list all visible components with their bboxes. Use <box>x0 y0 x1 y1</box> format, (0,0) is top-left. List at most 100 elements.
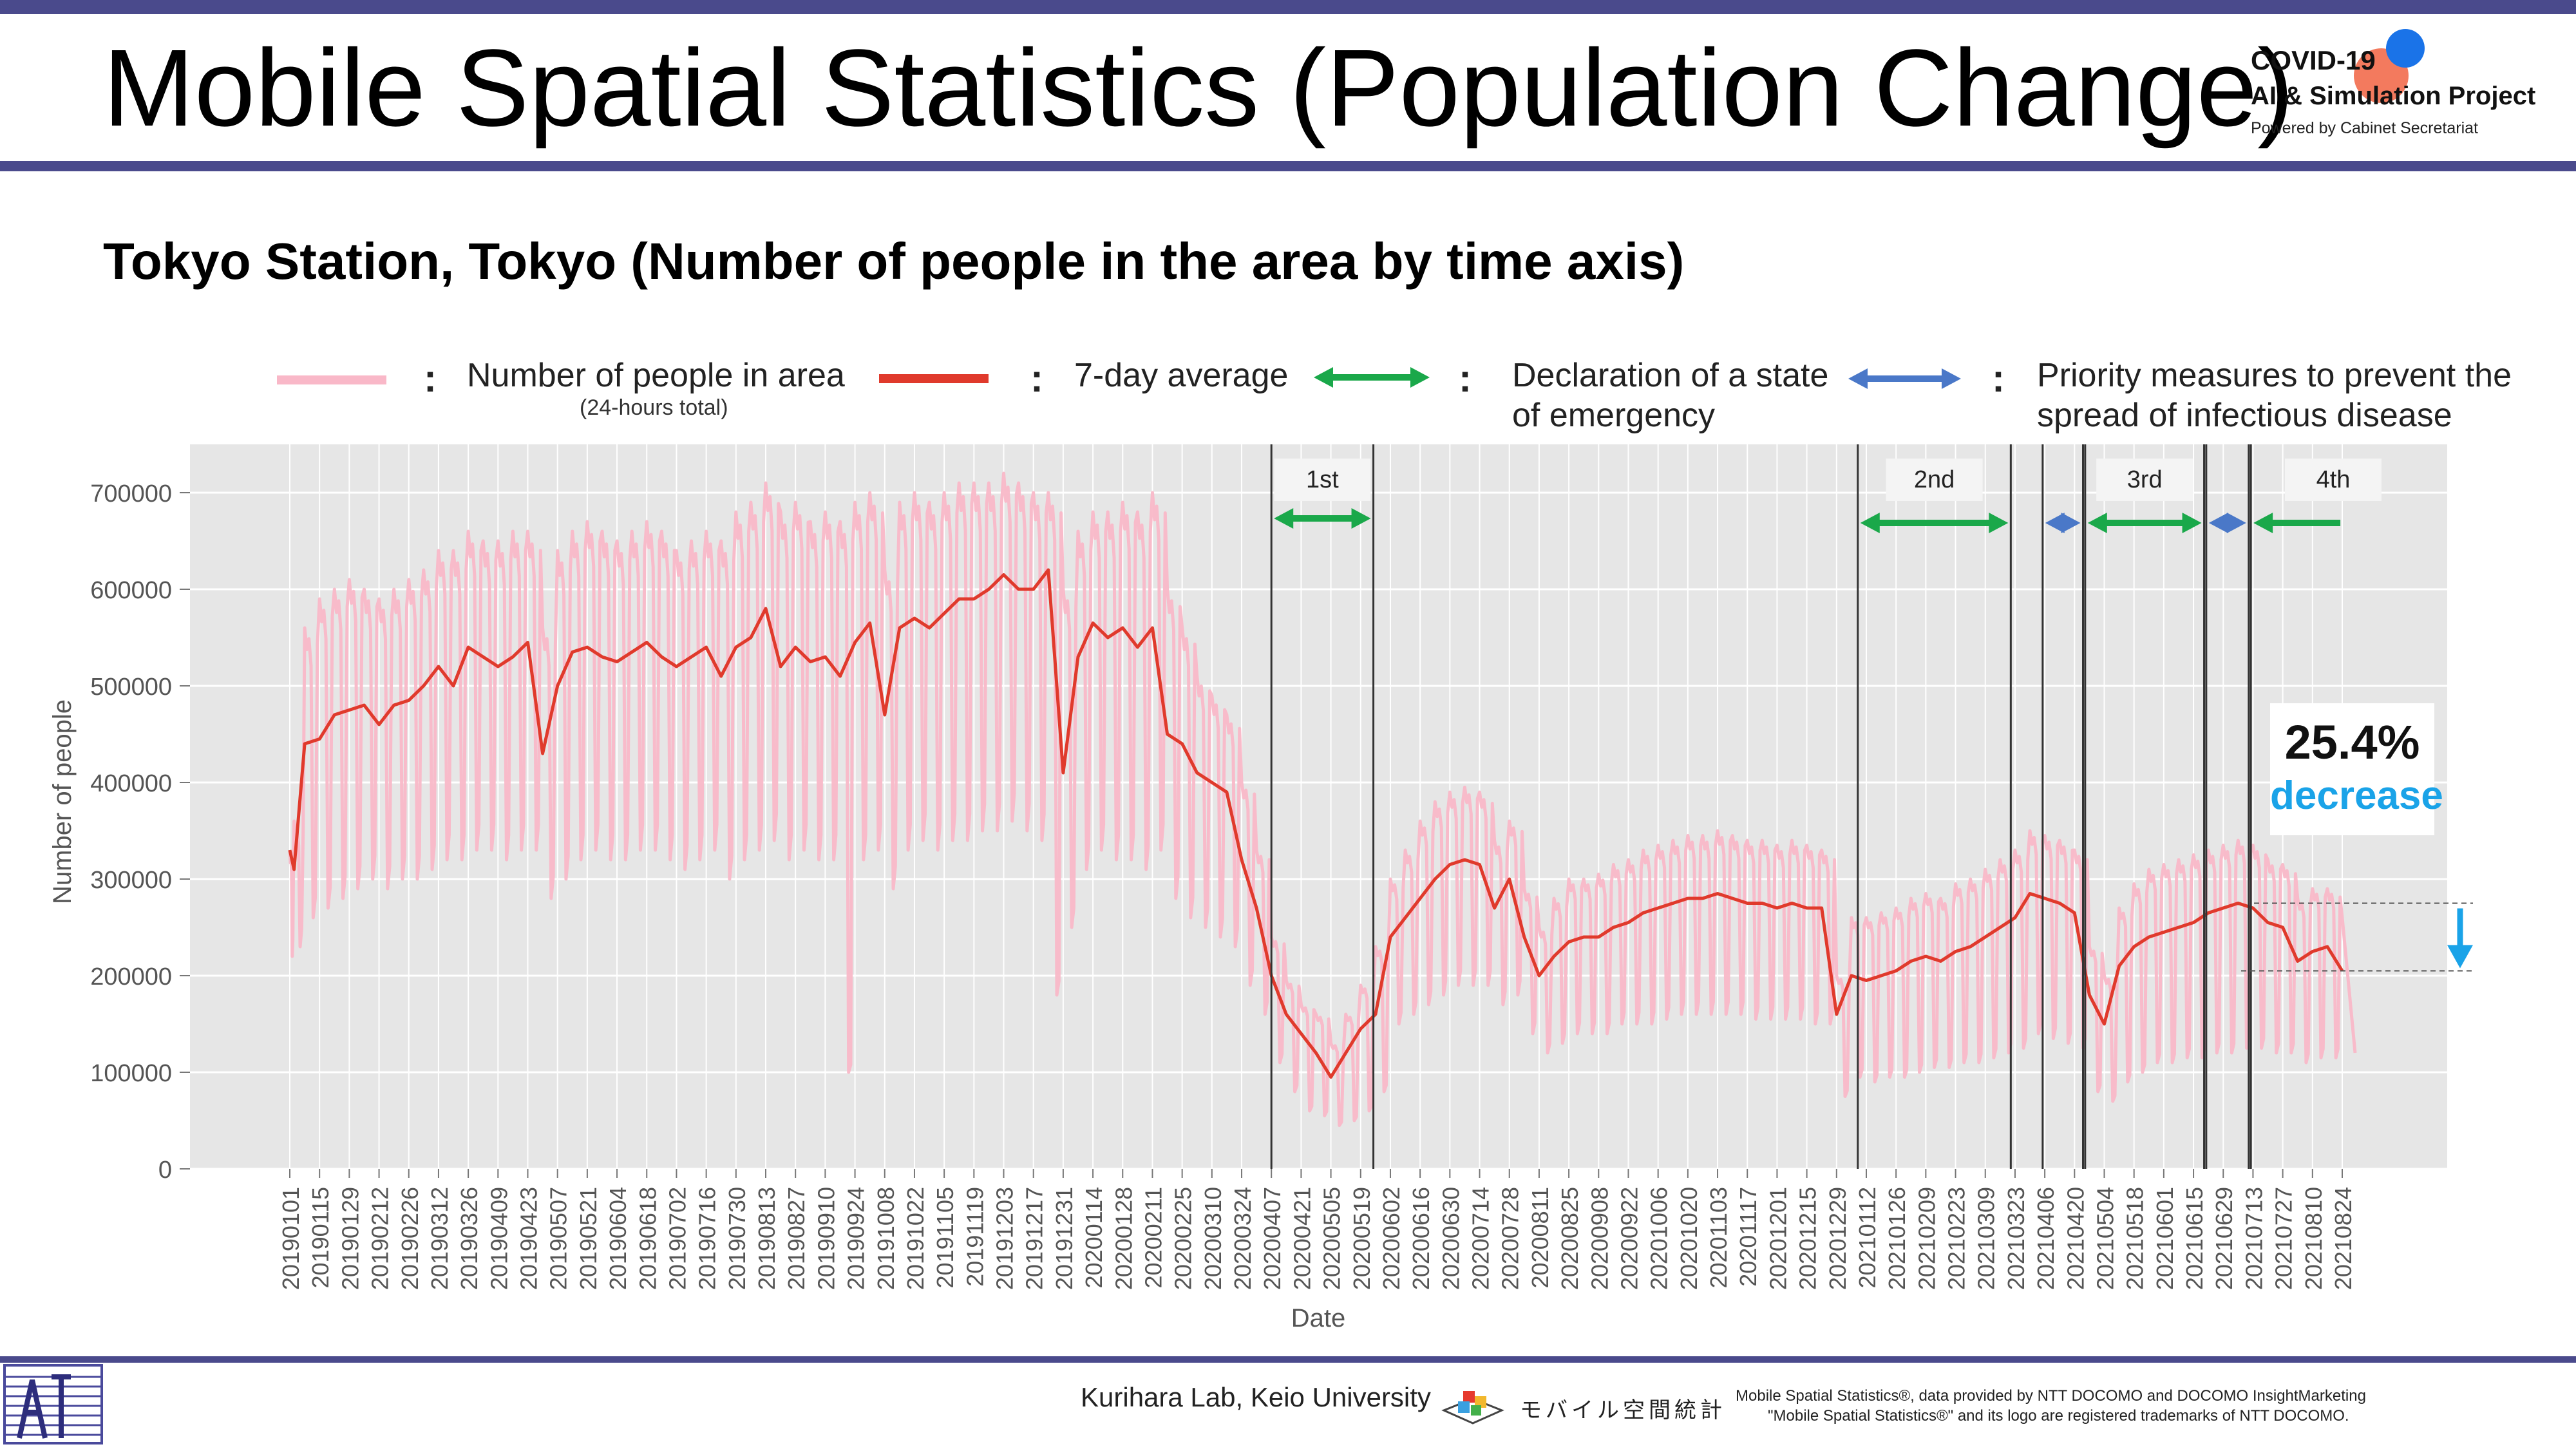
y-tick-label: 300000 <box>90 867 172 894</box>
x-tick-label: 20210126 <box>1884 1187 1910 1290</box>
x-tick-label: 20200811 <box>1527 1187 1553 1289</box>
lab-logo-icon <box>3 1364 103 1444</box>
period-label: 3rd <box>2127 466 2163 493</box>
x-tick-label: 20200310 <box>1200 1187 1226 1290</box>
x-tick-label: 20201117 <box>1735 1187 1761 1287</box>
x-tick-label: 20200602 <box>1378 1187 1405 1290</box>
x-tick-label: 20190827 <box>783 1187 810 1290</box>
period-arrowhead-right <box>2226 513 2246 533</box>
period-arrowhead-left <box>1860 513 1880 533</box>
legend-priority-line-1: Priority measures to prevent the <box>2037 357 2512 394</box>
x-tick-label: 20200505 <box>1319 1187 1345 1290</box>
x-tick-label: 20190521 <box>575 1187 601 1290</box>
x-tick-label: 20201006 <box>1646 1187 1672 1290</box>
decrease-callout: 25.4% decrease <box>2270 703 2443 835</box>
period-arrowhead-left <box>2208 513 2228 533</box>
period-arrowhead-right <box>2061 513 2081 533</box>
x-tick-label: 20201020 <box>1676 1187 1702 1290</box>
title-divider <box>0 161 2576 171</box>
x-tick-label: 20190101 <box>278 1187 304 1290</box>
x-tick-label: 20210615 <box>2181 1187 2208 1290</box>
x-tick-label: 20210824 <box>2330 1187 2356 1290</box>
legend-daily-swatch <box>277 375 386 384</box>
y-tick-label: 100000 <box>90 1060 172 1087</box>
x-tick-label: 20210309 <box>1973 1187 2000 1290</box>
x-tick-label: 20190212 <box>367 1187 393 1290</box>
y-tick-label: 600000 <box>90 577 172 604</box>
y-tick-label: 0 <box>158 1157 172 1184</box>
x-tick-label: 20210112 <box>1854 1187 1880 1289</box>
decrease-arrowhead <box>2447 945 2473 969</box>
period-arrowhead-left <box>2045 513 2065 533</box>
x-tick-label: 20191217 <box>1021 1187 1048 1290</box>
x-tick-label: 20201201 <box>1765 1187 1791 1290</box>
x-tick-label: 20200324 <box>1229 1187 1256 1290</box>
x-tick-label: 20210323 <box>2003 1187 2029 1290</box>
x-tick-label: 20191022 <box>902 1187 929 1290</box>
logo-line-1: COVID-19 <box>2251 45 2376 75</box>
x-tick-label: 20210629 <box>2211 1187 2237 1290</box>
legend-emergency-line-2: of emergency <box>1512 397 1716 434</box>
y-tick-label: 400000 <box>90 770 172 797</box>
x-tick-label: 20210420 <box>2062 1187 2088 1290</box>
callout-percent: 25.4% <box>2284 715 2420 769</box>
x-tick-label: 20190618 <box>634 1187 661 1290</box>
period-label-box <box>2285 459 2382 501</box>
x-tick-label: 20210518 <box>2122 1187 2148 1290</box>
legend-colon: : <box>1030 357 1043 400</box>
x-tick-label: 20210601 <box>2152 1187 2178 1290</box>
period-label: 1st <box>1306 466 1339 493</box>
x-tick-label: 20200714 <box>1468 1187 1494 1290</box>
legend-emergency-line-1: Declaration of a state <box>1512 357 1829 394</box>
x-tick-label: 20200519 <box>1349 1187 1375 1290</box>
period-arrowhead-right <box>1989 513 2009 533</box>
logo-line-3: Powered by Cabinet Secretariat <box>2251 119 2478 137</box>
x-tick-label: 20200114 <box>1081 1187 1107 1289</box>
x-tick-label: 20191203 <box>992 1187 1018 1290</box>
x-tick-label: 20190924 <box>843 1187 869 1290</box>
legend-daily-note: (24-hours total) <box>580 395 728 420</box>
x-tick-label: 20190813 <box>753 1187 780 1290</box>
docomo-cube-logo-icon <box>1441 1391 1504 1425</box>
period-arrowhead-left <box>2087 513 2107 533</box>
legend-avg-label: 7-day average <box>1074 357 1289 394</box>
x-tick-label: 20200922 <box>1616 1187 1642 1290</box>
x-tick-label: 20190910 <box>813 1187 839 1290</box>
period-arrowhead-right <box>1351 508 1371 529</box>
x-tick-label: 20190604 <box>605 1187 631 1290</box>
period-label-box <box>1886 459 1983 501</box>
x-tick-label: 20190326 <box>456 1187 482 1290</box>
x-tick-label: 20191008 <box>873 1187 899 1290</box>
x-tick-label: 20210223 <box>1944 1187 1970 1290</box>
callout-word: decrease <box>2270 773 2443 818</box>
x-tick-label: 20210727 <box>2271 1187 2297 1290</box>
legend-emergency-arrow-icon <box>1314 367 1430 388</box>
x-tick-label: 20201103 <box>1705 1187 1732 1289</box>
x-tick-label: 20190409 <box>486 1187 512 1290</box>
period-label-box <box>2096 459 2193 501</box>
legend-colon: : <box>1992 357 2005 400</box>
x-tick-label: 20200407 <box>1259 1187 1285 1290</box>
legend-priority-line-2: spread of infectious disease <box>2037 397 2452 434</box>
x-tick-label: 20210209 <box>1913 1187 1940 1290</box>
y-tick-label: 700000 <box>90 480 172 507</box>
x-tick-label: 20201215 <box>1795 1187 1821 1290</box>
x-tick-label: 20200630 <box>1437 1187 1464 1290</box>
x-tick-label: 20200825 <box>1557 1187 1583 1290</box>
period-arrowhead-left <box>2253 513 2273 533</box>
x-tick-label: 20200128 <box>1110 1187 1137 1290</box>
x-tick-label: 20190730 <box>724 1187 750 1290</box>
x-tick-label: 20190129 <box>337 1187 363 1290</box>
x-tick-label: 20190226 <box>397 1187 423 1290</box>
x-tick-label: 20210810 <box>2300 1187 2327 1290</box>
x-tick-label: 20190423 <box>516 1187 542 1290</box>
period-label: 2nd <box>1914 466 1955 493</box>
legend-priority-arrow-icon <box>1848 368 1961 389</box>
seven-day-average-line <box>288 568 2344 1079</box>
x-tick-label: 20200908 <box>1586 1187 1613 1290</box>
x-tick-label: 20191105 <box>932 1187 958 1289</box>
x-tick-label: 20190716 <box>694 1187 721 1290</box>
x-axis-title: Date <box>1291 1304 1346 1332</box>
footer-divider <box>0 1356 2576 1363</box>
x-tick-label: 20190312 <box>426 1187 453 1290</box>
